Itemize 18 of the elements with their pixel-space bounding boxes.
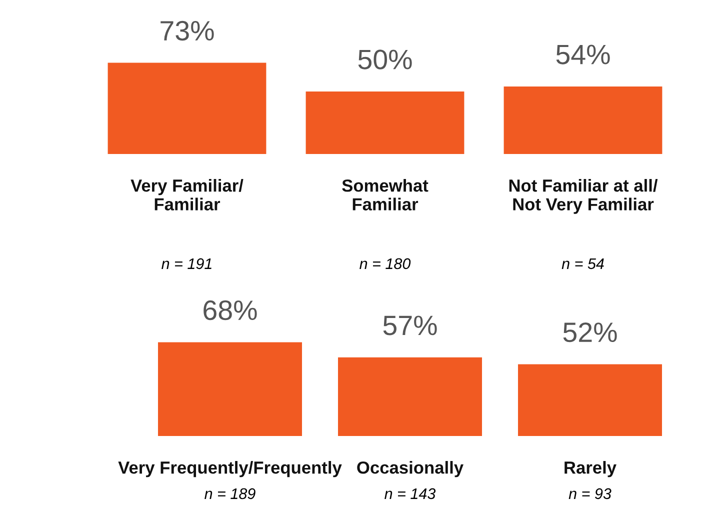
x-tick-label: Very Familiar/ Familiar (130, 179, 244, 210)
data-label: 52% (563, 322, 617, 342)
data-label: 73% (160, 20, 214, 41)
text: n = 189 (204, 488, 256, 500)
text: n = 143 (384, 488, 436, 500)
x-tick-label: Occasionally (357, 461, 464, 478)
text: n = 191 (162, 258, 212, 270)
x-tick-label: Rarely (564, 461, 616, 478)
text: n = 93 (568, 488, 612, 500)
x-tick-label: Not Familiar at all/ Not Very Familiar (509, 179, 658, 214)
x-tick-label: Somewhat Familiar (342, 179, 428, 210)
data-label: 50% (358, 50, 412, 70)
text: n = 54 (562, 258, 604, 270)
text: n = 180 (360, 258, 411, 270)
data-label: 68% (204, 300, 257, 320)
x-tick-label: Very Frequently/Frequently (118, 461, 342, 478)
data-label: 57% (383, 316, 437, 336)
data-label: 54% (556, 44, 610, 64)
